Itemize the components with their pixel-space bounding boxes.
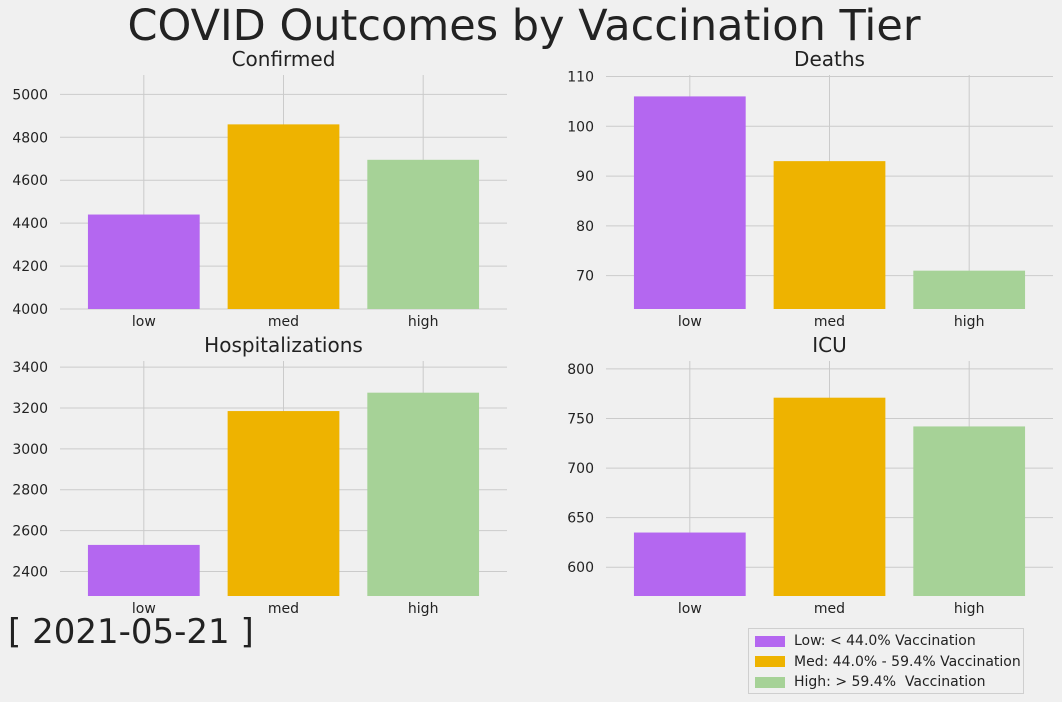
bar-low bbox=[87, 544, 200, 596]
y-tick-label: 100 bbox=[567, 119, 594, 135]
bar-high bbox=[367, 159, 480, 309]
y-tick-label: 4000 bbox=[12, 302, 48, 318]
x-tick-label: low bbox=[678, 601, 702, 617]
x-tick-label: low bbox=[678, 314, 702, 330]
panel-title: Deaths bbox=[794, 47, 865, 71]
bar-low bbox=[633, 532, 746, 596]
panel-icu: ICU 600 650 700 750 800 low med high bbox=[567, 333, 1053, 617]
y-tick-label: 70 bbox=[576, 269, 594, 285]
bar-low bbox=[87, 214, 200, 309]
x-tick-label: high bbox=[408, 314, 439, 330]
legend-item-med: Med: 44.0% - 59.4% Vaccination bbox=[755, 652, 1021, 673]
y-tick-label: 750 bbox=[567, 412, 594, 428]
panel-hospitalizations: Hospitalizations 2400 2600 2800 3000 3200 3400… bbox=[12, 333, 507, 617]
legend-swatch-high bbox=[755, 676, 785, 688]
panel-title: ICU bbox=[812, 333, 847, 357]
legend-label-high: High: > 59.4% Vaccination bbox=[794, 674, 986, 691]
legend-swatch-med bbox=[755, 656, 785, 668]
legend-item-low: Low: < 44.0% Vaccination bbox=[755, 631, 1017, 652]
x-tick-label: low bbox=[132, 601, 156, 617]
x-tick-label: high bbox=[954, 601, 985, 617]
x-tick-label: med bbox=[814, 314, 845, 330]
y-tick-label: 600 bbox=[567, 560, 594, 576]
x-tick-label: high bbox=[408, 601, 439, 617]
bar-med bbox=[773, 161, 886, 309]
y-tick-label: 5000 bbox=[12, 87, 48, 103]
y-tick-label: 2800 bbox=[12, 483, 48, 499]
y-tick-label: 90 bbox=[576, 169, 594, 185]
x-tick-label: low bbox=[132, 314, 156, 330]
panel-confirmed: Confirmed 4000 4200 4400 4600 4800 5000 low med h… bbox=[12, 47, 507, 330]
y-tick-label: 4200 bbox=[12, 259, 48, 275]
bar-low bbox=[633, 96, 746, 309]
y-tick-label: 3000 bbox=[12, 442, 48, 458]
y-tick-label: 3200 bbox=[12, 401, 48, 417]
legend: Low: < 44.0% Vaccination Med: 44.0% - 59… bbox=[748, 628, 1024, 694]
y-tick-label: 800 bbox=[567, 362, 594, 378]
y-tick-label: 2400 bbox=[12, 564, 48, 580]
y-tick-label: 2600 bbox=[12, 524, 48, 540]
bar-high bbox=[913, 426, 1026, 596]
y-tick-label: 4600 bbox=[12, 173, 48, 189]
bar-med bbox=[227, 411, 340, 596]
panel-title: Confirmed bbox=[232, 47, 336, 71]
y-tick-label: 4400 bbox=[12, 216, 48, 232]
y-tick-label: 3400 bbox=[12, 360, 48, 376]
panel-deaths: Deaths 70 80 90 100 110 low med high bbox=[567, 47, 1053, 330]
legend-label-low: Low: < 44.0% Vaccination bbox=[794, 633, 976, 650]
legend-label-med: Med: 44.0% - 59.4% Vaccination bbox=[794, 653, 1021, 670]
x-tick-label: med bbox=[268, 314, 299, 330]
date-stamp: [ 2021-05-21 ] bbox=[8, 612, 254, 652]
legend-item-high: High: > 59.4% Vaccination bbox=[755, 672, 1017, 693]
bar-med bbox=[227, 124, 340, 309]
x-tick-label: med bbox=[814, 601, 845, 617]
figure-title: COVID Outcomes by Vaccination Tier bbox=[127, 1, 920, 51]
x-tick-label: high bbox=[954, 314, 985, 330]
y-tick-label: 700 bbox=[567, 461, 594, 477]
panel-title: Hospitalizations bbox=[204, 333, 363, 357]
bar-high bbox=[367, 392, 480, 596]
bar-high bbox=[913, 270, 1026, 309]
bar-med bbox=[773, 397, 886, 596]
y-tick-label: 4800 bbox=[12, 130, 48, 146]
y-tick-label: 110 bbox=[567, 69, 594, 85]
x-tick-label: med bbox=[268, 601, 299, 617]
y-tick-label: 80 bbox=[576, 219, 594, 235]
legend-swatch-low bbox=[755, 635, 785, 647]
y-tick-label: 650 bbox=[567, 511, 594, 527]
